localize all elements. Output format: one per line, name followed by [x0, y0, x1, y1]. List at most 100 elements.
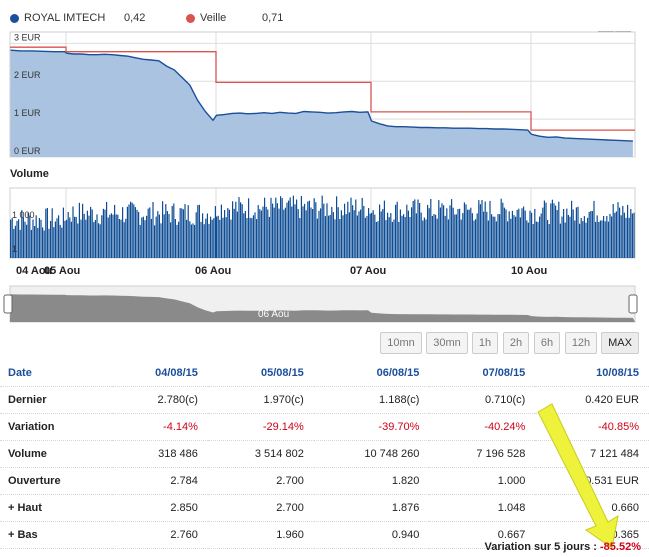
volume-bar	[69, 217, 71, 258]
volume-bar	[404, 217, 406, 258]
volume-bar	[216, 216, 218, 258]
volume-bar	[208, 223, 210, 258]
volume-bar	[42, 227, 44, 258]
volume-bar	[329, 214, 331, 258]
volume-bar	[248, 198, 250, 258]
volume-bar	[527, 222, 529, 258]
volume-bar	[385, 220, 387, 258]
volume-bar	[430, 199, 432, 258]
range-button-6h[interactable]: 6h	[534, 332, 560, 354]
volume-bar	[195, 212, 197, 258]
volume-bar	[486, 211, 488, 258]
table-cell: 318 486	[111, 440, 208, 468]
volume-bar	[401, 215, 403, 258]
volume-bar	[78, 202, 80, 258]
volume-bar	[398, 221, 400, 258]
volume-bar	[120, 219, 122, 258]
volume-bar	[296, 199, 298, 258]
volume-bar	[532, 224, 534, 258]
volume-bar	[228, 209, 230, 258]
veille-step-line	[10, 46, 635, 131]
range-button-2h[interactable]: 2h	[503, 332, 529, 354]
volume-bar	[270, 197, 272, 258]
table-cell: 2.760	[111, 521, 208, 549]
table-row: Volume 318 486 3 514 802 10 748 260 7 19…	[0, 440, 649, 468]
volume-bar	[283, 209, 285, 258]
range-button-max[interactable]: MAX	[601, 332, 639, 354]
volume-bar	[98, 223, 100, 258]
volume-bar	[141, 217, 143, 258]
volume-bar	[518, 208, 520, 258]
volume-bar	[83, 213, 85, 258]
row-label: + Bas	[0, 521, 112, 549]
volume-bar	[599, 220, 601, 258]
volume-bar	[112, 214, 114, 258]
volume-bar	[409, 217, 411, 258]
table-row: + Bas 2.760 1.960 0.940 0.667 0.365	[0, 521, 649, 549]
legend-item-royal-imtech[interactable]: ROYAL IMTECH	[10, 12, 105, 24]
volume-bar	[622, 205, 624, 258]
volume-bar	[126, 206, 128, 258]
volume-bar	[46, 208, 48, 258]
volume-bar	[550, 203, 552, 258]
volume-tick-label: 1 000	[12, 210, 35, 220]
x-axis-label: 04 Aou	[16, 265, 52, 277]
volume-bar	[315, 202, 317, 258]
volume-title: Volume	[10, 168, 49, 180]
volume-bar	[623, 212, 625, 258]
volume-bar	[24, 221, 26, 258]
volume-bar	[598, 222, 600, 258]
volume-bar	[614, 212, 616, 258]
volume-bar	[559, 223, 561, 258]
volume-bar	[395, 204, 397, 258]
volume-bar	[355, 199, 357, 258]
volume-bar	[454, 214, 456, 258]
volume-bar	[232, 201, 234, 258]
volume-bar	[511, 210, 513, 258]
volume-bar	[558, 201, 560, 258]
volume-bar	[447, 219, 449, 258]
volume-bar	[353, 210, 355, 258]
volume-bar	[377, 221, 379, 258]
volume-bar	[372, 210, 374, 258]
volume-bar	[479, 204, 481, 258]
volume-bar	[96, 214, 98, 258]
range-button-10mn[interactable]: 10mn	[380, 332, 422, 354]
volume-bar	[30, 229, 32, 258]
table-cell: 7 121 484	[535, 440, 649, 468]
volume-bar	[75, 216, 77, 258]
volume-bar	[90, 206, 92, 258]
volume-bar	[130, 201, 132, 258]
volume-bar	[412, 200, 414, 258]
range-button-30mn[interactable]: 30mn	[426, 332, 468, 354]
table-cell: 7 196 528	[429, 440, 536, 468]
volume-bar	[53, 227, 55, 258]
volume-bar	[475, 219, 477, 258]
range-button-12h[interactable]: 12h	[565, 332, 597, 354]
volume-bar	[491, 214, 493, 258]
volume-bar	[13, 228, 15, 258]
table-cell: 3 514 802	[207, 440, 314, 468]
volume-bar	[286, 202, 288, 258]
volume-bar	[123, 222, 125, 258]
volume-bar	[107, 217, 109, 258]
volume-bar	[465, 204, 467, 258]
volume-bar	[360, 209, 362, 258]
volume-bar	[211, 219, 213, 258]
volume-bar	[114, 204, 116, 258]
volume-bar	[260, 210, 262, 258]
volume-bar	[519, 217, 521, 258]
volume-bar	[178, 221, 180, 258]
volume-bar	[483, 211, 485, 258]
volume-bar	[133, 204, 135, 258]
legend-item-veille[interactable]: Veille	[186, 12, 226, 24]
table-cell: 0.420 EUR	[535, 386, 649, 414]
volume-bar	[390, 213, 392, 258]
volume-bar	[339, 219, 341, 258]
range-button-1h[interactable]: 1h	[472, 332, 498, 354]
volume-bar	[441, 203, 443, 258]
volume-bar	[455, 214, 457, 258]
x-axis-label: 10 Aou	[511, 265, 547, 277]
volume-bar	[582, 221, 584, 258]
